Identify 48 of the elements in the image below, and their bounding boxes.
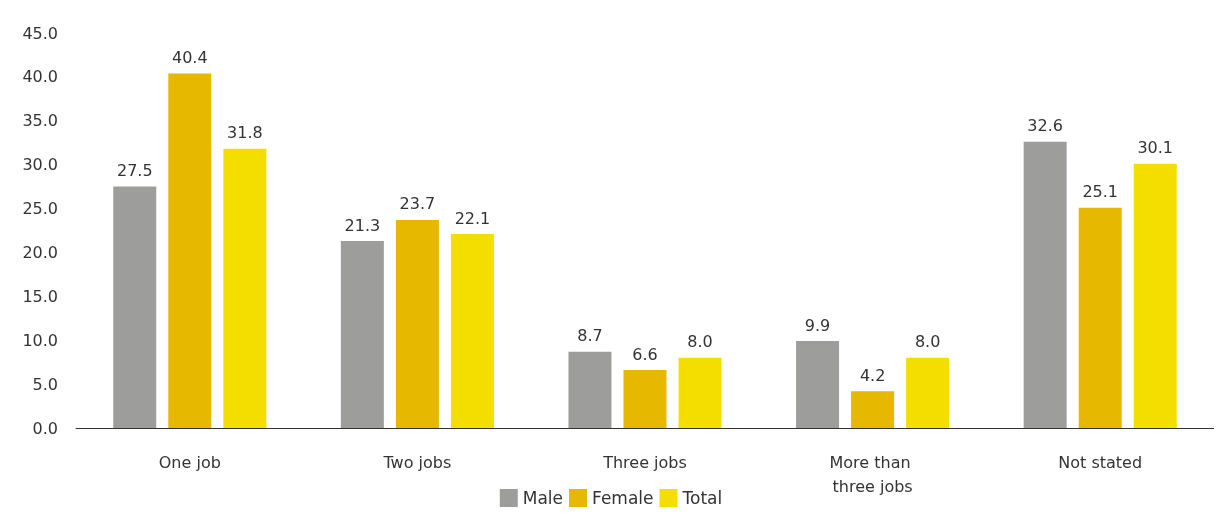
bar bbox=[168, 73, 212, 428]
data-label: 22.1 bbox=[454, 208, 491, 228]
bar bbox=[796, 341, 840, 428]
bar bbox=[623, 370, 667, 428]
bar bbox=[450, 234, 494, 428]
y-tick-label: 30.0 bbox=[22, 155, 58, 175]
x-tick-label: More than three jobs bbox=[829, 452, 916, 496]
data-label: 8.0 bbox=[687, 332, 713, 352]
bar bbox=[678, 357, 722, 428]
bar bbox=[568, 351, 612, 428]
bar bbox=[1023, 141, 1067, 428]
y-tick-label: 0.0 bbox=[32, 418, 58, 438]
data-label: 4.2 bbox=[859, 365, 886, 385]
bar bbox=[906, 357, 950, 428]
bar bbox=[113, 186, 157, 428]
bar bbox=[1078, 207, 1122, 428]
data-label: 8.7 bbox=[577, 326, 603, 346]
data-label: 6.6 bbox=[632, 344, 658, 364]
bar bbox=[395, 219, 439, 428]
data-label: 9.9 bbox=[804, 315, 831, 335]
x-tick-label: Three jobs bbox=[602, 452, 687, 472]
bar bbox=[851, 391, 895, 428]
y-tick-label: 10.0 bbox=[22, 330, 58, 350]
legend-label: Male bbox=[522, 488, 564, 508]
bar bbox=[1133, 163, 1177, 428]
data-label: 32.6 bbox=[1027, 116, 1063, 136]
data-label: 23.7 bbox=[399, 194, 436, 214]
y-tick-label: 5.0 bbox=[32, 374, 58, 394]
y-tick-label: 25.0 bbox=[22, 199, 58, 219]
x-tick-label: One job bbox=[158, 452, 221, 472]
y-tick-label: 15.0 bbox=[22, 286, 58, 306]
y-tick-label: 45.0 bbox=[22, 23, 58, 43]
data-label: 40.4 bbox=[171, 47, 208, 67]
legend-label: Total bbox=[681, 488, 723, 508]
legend-label: Female bbox=[592, 488, 654, 508]
y-tick-label: 40.0 bbox=[22, 67, 58, 87]
x-tick-label: Two jobs bbox=[382, 452, 452, 472]
data-label: 8.0 bbox=[914, 332, 941, 352]
data-label: 27.5 bbox=[116, 161, 153, 181]
bar bbox=[223, 148, 267, 428]
data-label: 30.1 bbox=[1137, 138, 1174, 158]
x-tick-label: Not stated bbox=[1058, 452, 1143, 472]
data-label: 25.1 bbox=[1082, 182, 1119, 202]
data-label: 31.8 bbox=[227, 123, 263, 143]
bar bbox=[340, 241, 384, 428]
y-tick-label: 35.0 bbox=[22, 111, 58, 131]
y-tick-label: 20.0 bbox=[22, 242, 58, 262]
data-label: 21.3 bbox=[344, 215, 381, 235]
